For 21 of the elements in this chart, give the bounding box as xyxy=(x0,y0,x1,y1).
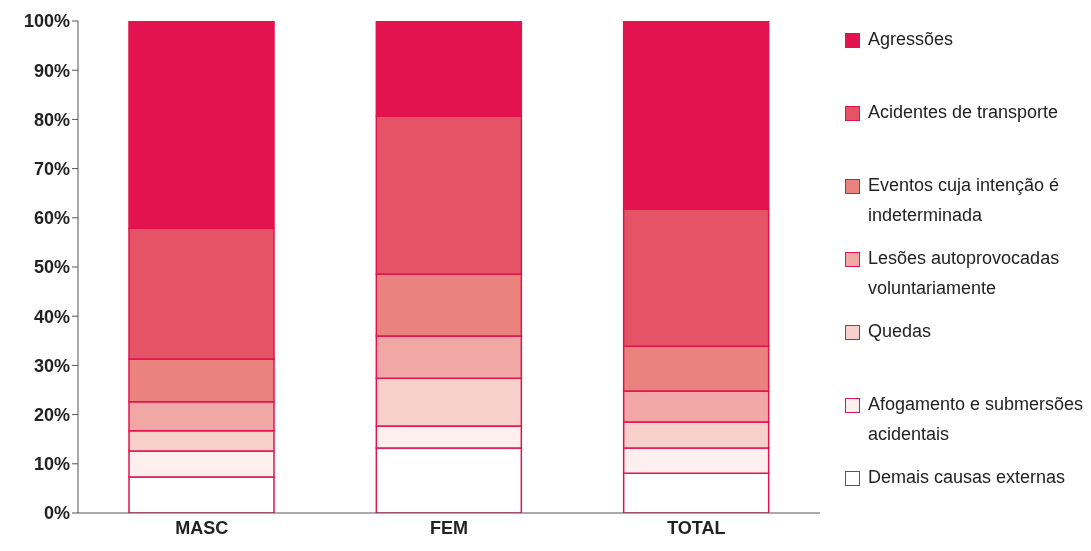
y-tick-label: 100% xyxy=(23,11,70,32)
y-tick-label: 0% xyxy=(43,503,70,524)
y-tick-label: 30% xyxy=(33,355,70,376)
x-tick-label: TOTAL xyxy=(667,517,726,538)
y-tick-label: 50% xyxy=(33,257,70,278)
legend-label: Lesões autoprovocadas voluntariamente xyxy=(868,247,1061,300)
legend-label: Eventos cuja intenção é indeterminada xyxy=(868,174,1061,227)
x-tick-label: MASC xyxy=(175,517,229,538)
legend-label: Afogamento e submersões acidentais xyxy=(868,393,1085,446)
y-tick-label: 60% xyxy=(33,208,70,229)
y-tick-label: 20% xyxy=(33,404,70,425)
legend-label: Quedas xyxy=(868,320,932,343)
y-tick-label: 10% xyxy=(33,454,70,475)
x-tick-label: FEM xyxy=(430,517,468,538)
y-tick-label: 90% xyxy=(33,60,70,81)
y-tick-label: 70% xyxy=(33,158,70,179)
legend-label: Acidentes de transporte xyxy=(868,101,1059,124)
y-tick-label: 40% xyxy=(33,306,70,327)
y-tick-label: 80% xyxy=(33,109,70,130)
legend-label: Agressões xyxy=(868,28,954,51)
legend-label: Demais causas externas xyxy=(868,466,1066,489)
